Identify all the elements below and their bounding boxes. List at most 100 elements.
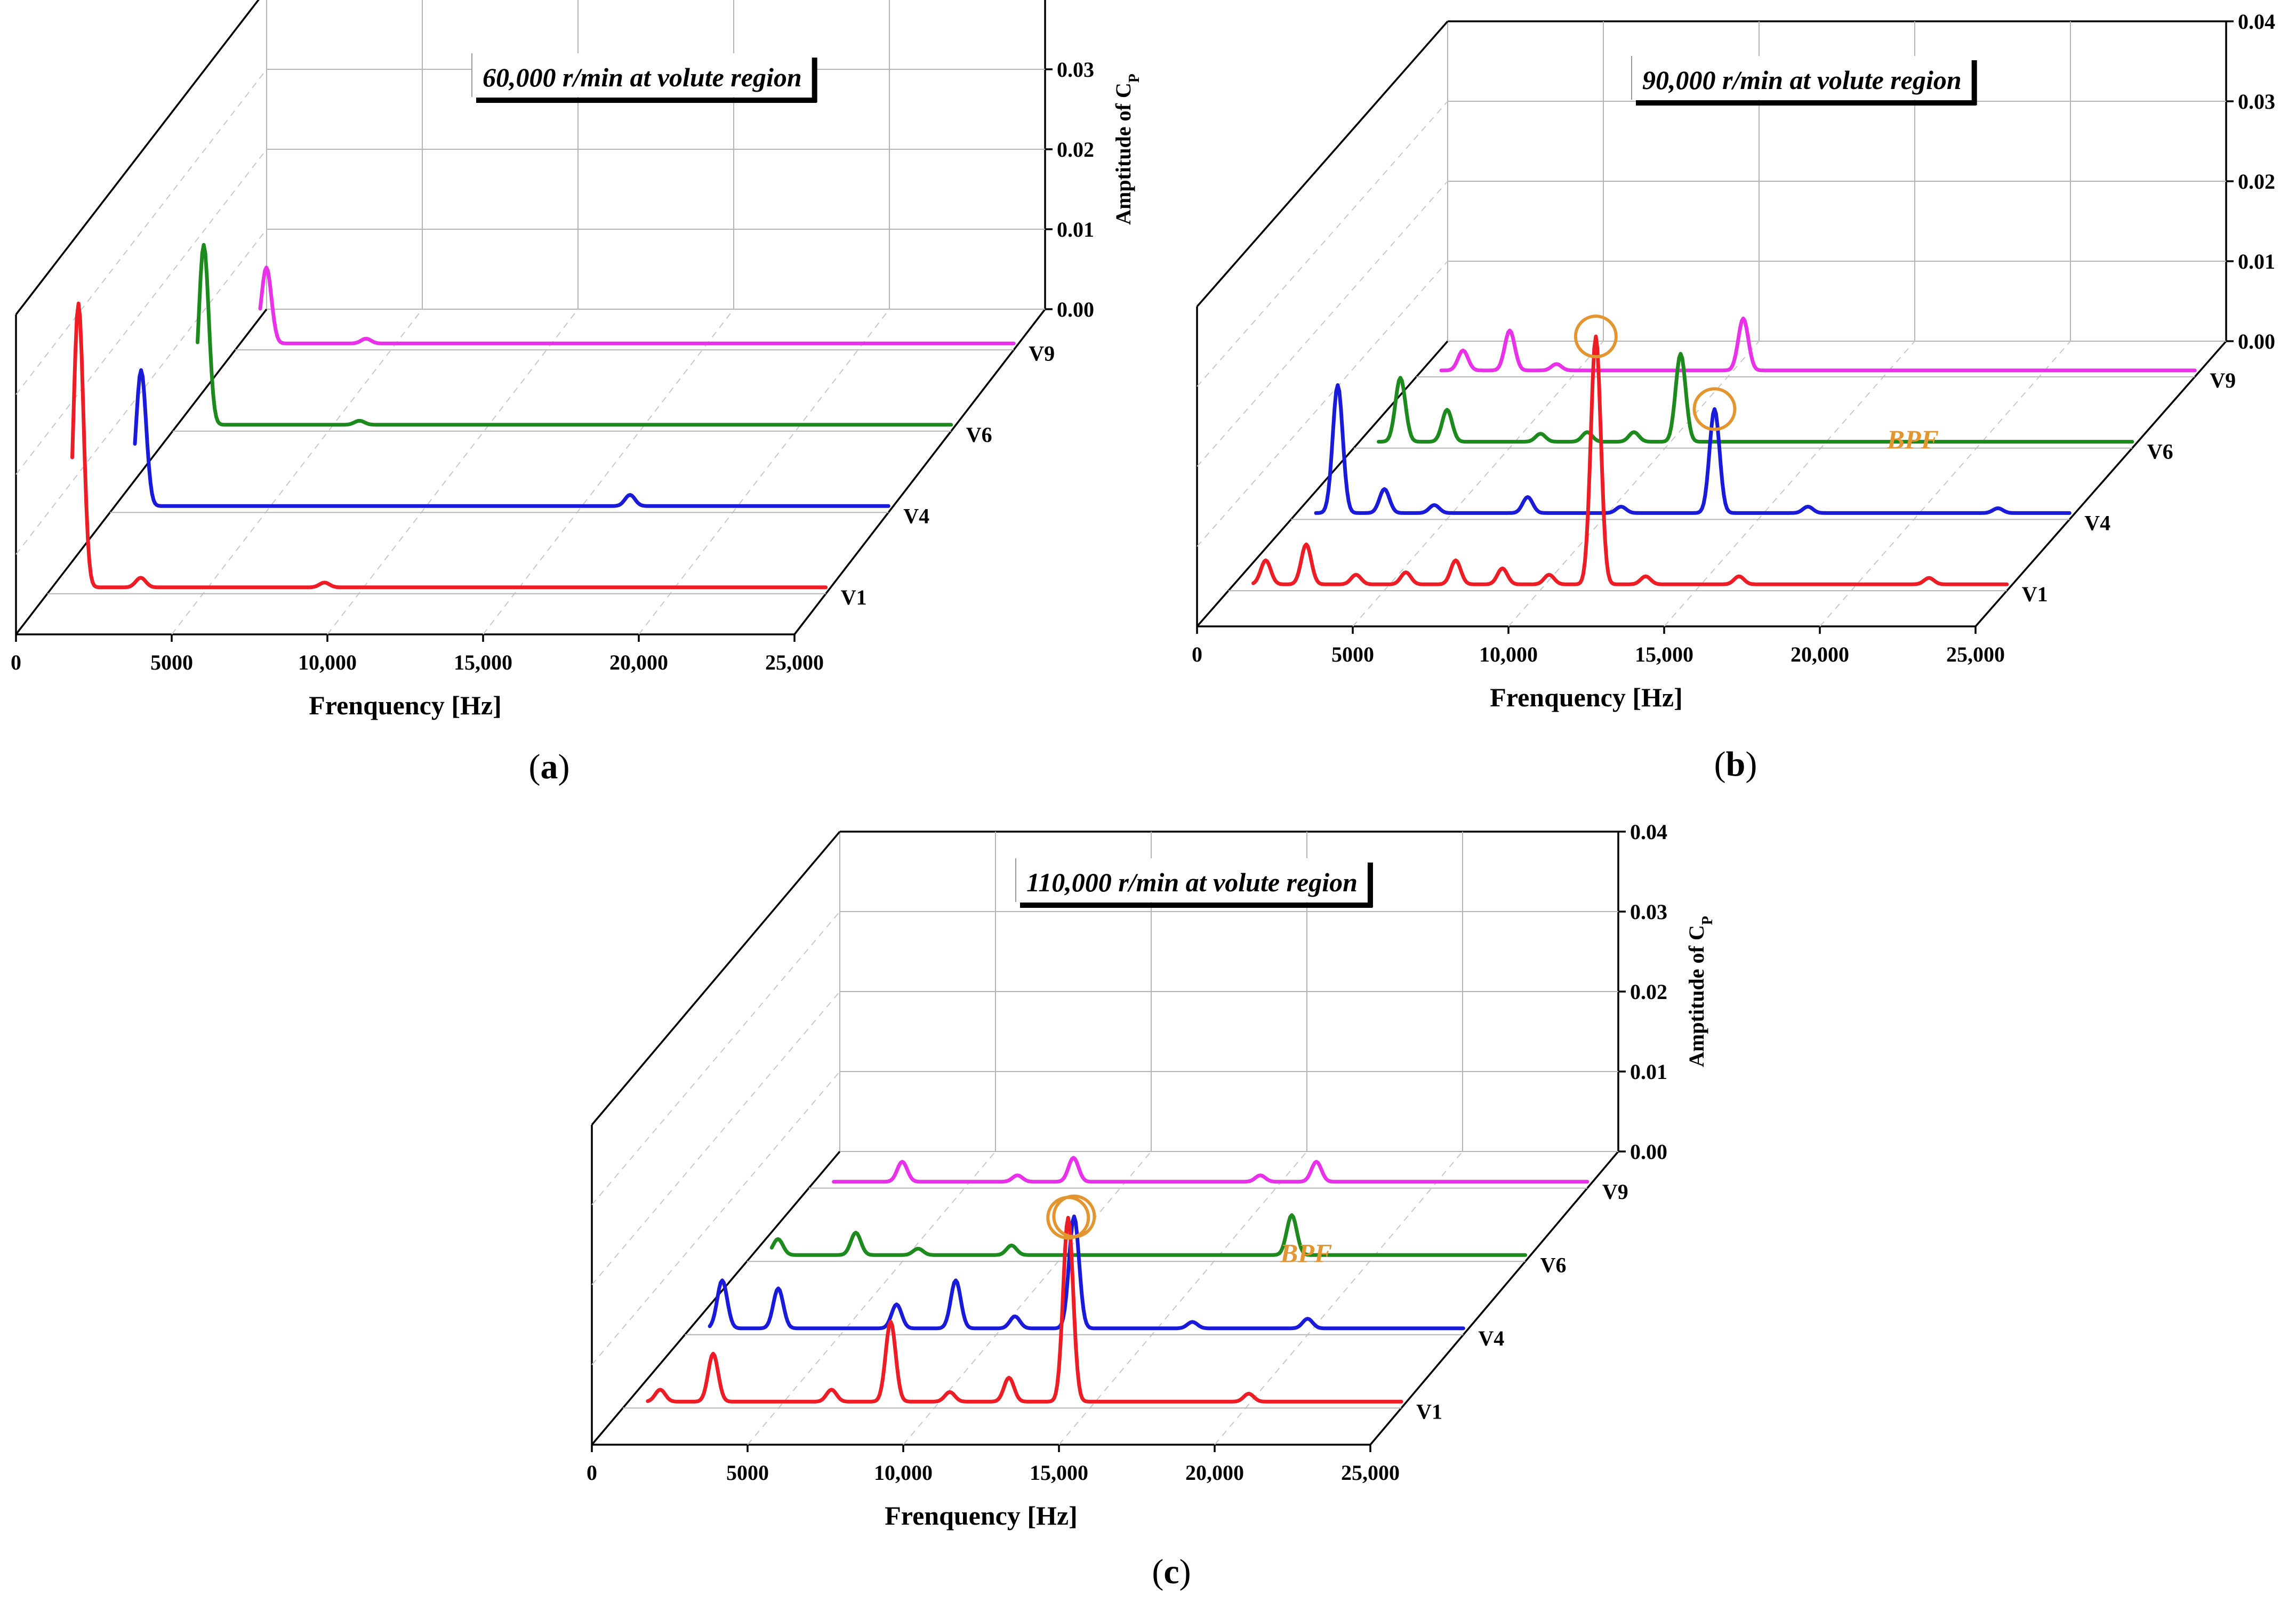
z-axis-label: Amptitude of CP bbox=[1111, 74, 1143, 225]
x-tick-label: 25,000 bbox=[1341, 1461, 1400, 1485]
series-label-v9: V9 bbox=[1029, 341, 1055, 365]
z-tick-label: 0.00 bbox=[1057, 297, 1094, 321]
z-tick-label: 0.00 bbox=[1630, 1140, 1667, 1164]
z-tick-label: 0.03 bbox=[1630, 900, 1667, 924]
left-wall-gridline bbox=[591, 911, 840, 1205]
left-wall-gridline bbox=[591, 991, 840, 1285]
chart-title: 90,000 r/min at volute region bbox=[1642, 65, 1962, 95]
left-wall-gridline bbox=[1197, 101, 1448, 387]
panel-label-b: (b) bbox=[1714, 745, 1757, 784]
left-wall-gridline bbox=[1197, 261, 1448, 547]
series-line-v6 bbox=[1377, 352, 2134, 444]
x-tick-label: 10,000 bbox=[298, 650, 357, 674]
series-label-v9: V9 bbox=[1602, 1180, 1628, 1204]
floor-gridline bbox=[1508, 341, 1760, 627]
x-tick-label: 0 bbox=[587, 1461, 597, 1485]
z-tick-label: 0.01 bbox=[1057, 218, 1094, 241]
series-label-v1: V1 bbox=[841, 585, 867, 609]
x-tick-label: 5000 bbox=[1331, 642, 1374, 666]
floor-gridline bbox=[483, 309, 734, 635]
series-line-v4 bbox=[708, 1214, 1465, 1331]
bpf-marker-circle bbox=[1692, 387, 1737, 431]
left-wall-top-edge bbox=[591, 831, 841, 1126]
left-wall-gridline bbox=[15, 149, 267, 475]
series-line-v1 bbox=[1251, 334, 2009, 586]
z-axis-label: Amptitude of CP bbox=[2292, 106, 2296, 257]
bpf-label: BPF bbox=[1886, 424, 1939, 454]
series-label-v6: V6 bbox=[1540, 1253, 1567, 1277]
left-wall-top-edge bbox=[15, 0, 260, 316]
x-tick-label: 5000 bbox=[150, 650, 193, 674]
title-box-bg bbox=[1016, 858, 1368, 902]
series-label-v6: V6 bbox=[2147, 440, 2173, 464]
series-line-v6 bbox=[196, 243, 953, 427]
floor-gridline bbox=[747, 1151, 996, 1445]
series-line-v4 bbox=[1314, 383, 2072, 515]
floor-gridline bbox=[1664, 341, 1915, 627]
left-wall-gridline bbox=[15, 69, 267, 395]
series-line-v9 bbox=[1439, 316, 2197, 373]
bpf-marker-circle bbox=[1574, 315, 1618, 359]
z-tick-label: 0.01 bbox=[1630, 1060, 1667, 1084]
x-tick-label: 10,000 bbox=[874, 1461, 933, 1485]
x-axis-label: Frenquency [Hz] bbox=[1490, 682, 1683, 712]
series-line-v9 bbox=[258, 265, 1016, 345]
bpf-marker-circle bbox=[1052, 1194, 1096, 1238]
z-tick-label: 0.03 bbox=[2238, 90, 2275, 114]
series-label-v4: V4 bbox=[903, 504, 929, 528]
x-tick-label: 25,000 bbox=[1946, 642, 2005, 666]
z-tick-label: 0.02 bbox=[1057, 138, 1094, 162]
x-tick-label: 15,000 bbox=[1030, 1461, 1088, 1485]
depth-axis-line bbox=[1369, 1150, 1619, 1446]
chart-title: 110,000 r/min at volute region bbox=[1026, 867, 1358, 897]
depth-axis-line bbox=[793, 308, 1046, 635]
x-tick-label: 20,000 bbox=[609, 650, 668, 674]
z-tick-label: 0.00 bbox=[2238, 329, 2275, 353]
title-box-bg bbox=[1632, 56, 1972, 100]
floor-gridline bbox=[1352, 341, 1604, 627]
x-tick-label: 5000 bbox=[726, 1461, 769, 1485]
floor-gridline bbox=[1058, 1151, 1307, 1445]
floor-gridline bbox=[171, 309, 423, 635]
series-label-v4: V4 bbox=[2084, 511, 2110, 535]
series-label-v6: V6 bbox=[966, 423, 992, 447]
chart-title: 60,000 r/min at volute region bbox=[483, 62, 802, 92]
x-tick-label: 0 bbox=[1192, 642, 1202, 666]
title-box-bg bbox=[472, 53, 813, 97]
chart-panel-b: 0 5000 10,000 15,000 20,000 25,000 0.00 0.01 0.0… bbox=[1192, 10, 2296, 784]
series-line-v6 bbox=[769, 1213, 1528, 1257]
z-axis-label: Amptitude of CP bbox=[1684, 916, 1716, 1067]
z-tick-label: 0.04 bbox=[2238, 10, 2275, 34]
floor-gridline bbox=[1819, 341, 2071, 627]
x-tick-label: 25,000 bbox=[765, 650, 824, 674]
series-label-v4: V4 bbox=[1478, 1326, 1504, 1350]
panel-label-c: (c) bbox=[1152, 1552, 1191, 1591]
depth-axis-line bbox=[1974, 340, 2227, 627]
z-tick-label: 0.04 bbox=[1630, 820, 1667, 844]
x-axis-label: Frenquency [Hz] bbox=[885, 1501, 1078, 1531]
floor-left-edge bbox=[15, 308, 268, 635]
left-wall-gridline bbox=[591, 1071, 840, 1365]
z-tick-label: 0.02 bbox=[1630, 980, 1667, 1004]
z-tick-label: 0.01 bbox=[2238, 249, 2275, 273]
series-line-v1 bbox=[70, 301, 828, 590]
floor-left-edge bbox=[1196, 340, 1449, 627]
panel-label-a: (a) bbox=[529, 747, 570, 786]
x-tick-label: 20,000 bbox=[1791, 642, 1849, 666]
series-label-v1: V1 bbox=[2022, 582, 2048, 606]
chart-panel-c: 0 5000 10,000 15,000 20,000 25,000 0.00 0.01 0.0… bbox=[587, 820, 1716, 1591]
z-tick-label: 0.03 bbox=[1057, 58, 1094, 82]
x-tick-label: 20,000 bbox=[1185, 1461, 1244, 1485]
x-tick-label: 0 bbox=[11, 650, 21, 674]
x-tick-label: 15,000 bbox=[454, 650, 512, 674]
x-tick-label: 15,000 bbox=[1635, 642, 1693, 666]
x-axis-label: Frenquency [Hz] bbox=[309, 690, 502, 720]
floor-gridline bbox=[1214, 1151, 1463, 1445]
series-label-v9: V9 bbox=[2210, 368, 2236, 392]
left-wall-top-edge bbox=[1196, 20, 1449, 308]
floor-gridline bbox=[327, 309, 579, 635]
series-line-v4 bbox=[133, 368, 890, 508]
chart-panel-a: 0 5000 10,000 15,000 20,000 25,000 0.00 0.01 0.0… bbox=[11, 0, 1143, 786]
left-wall-gridline bbox=[15, 229, 267, 555]
